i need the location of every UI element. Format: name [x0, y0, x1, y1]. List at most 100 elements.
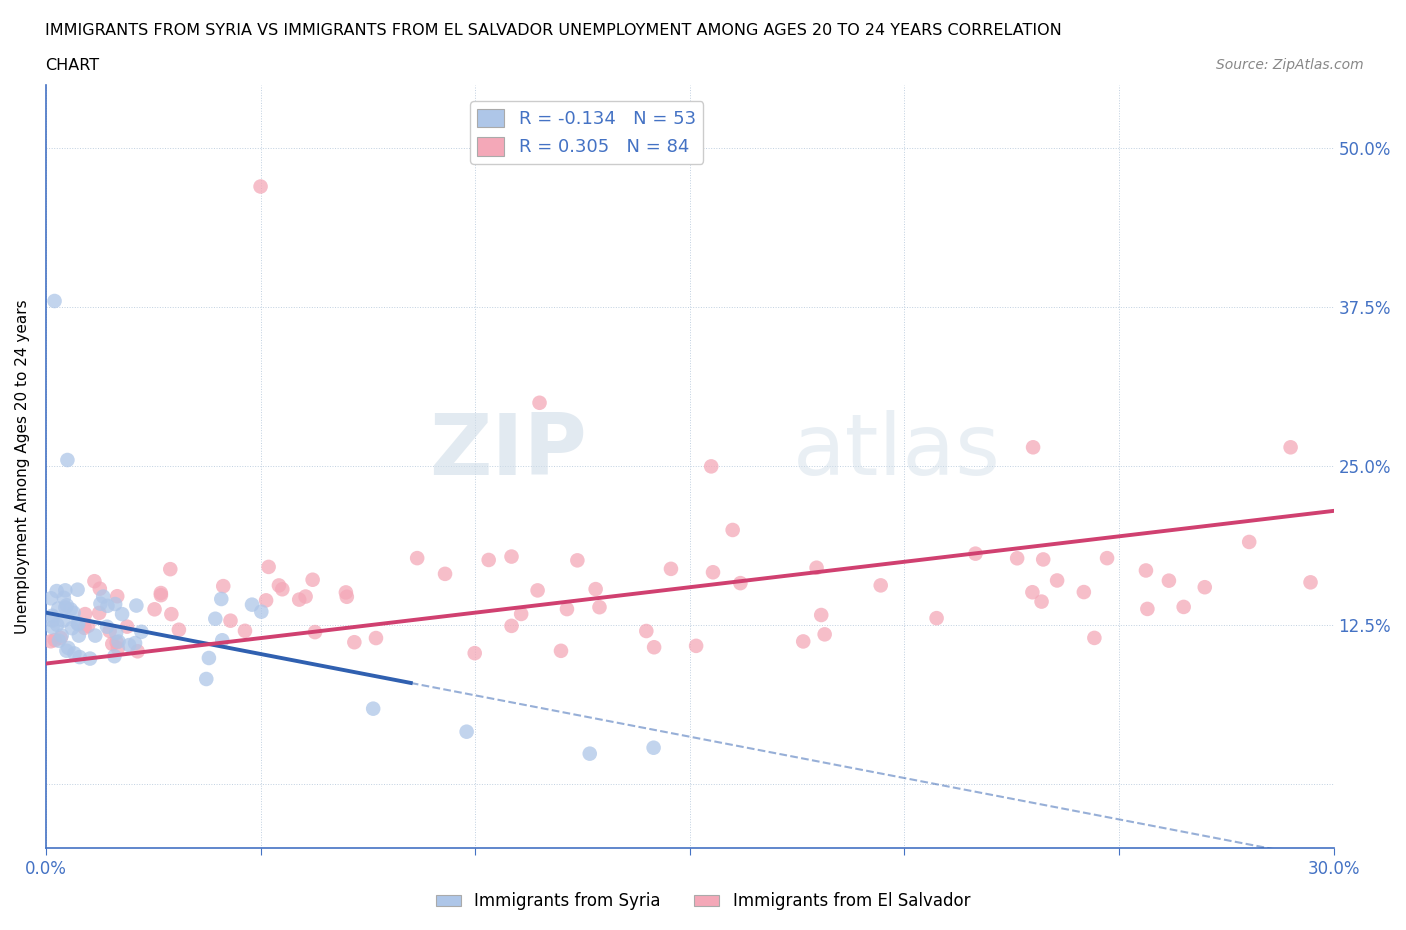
Point: [167, 622, 190, 637]
Point: [267, 578, 290, 593]
Point: [66, 582, 89, 597]
Point: [83, 574, 105, 589]
Point: [77, 618, 100, 633]
Point: [101, 636, 124, 651]
Point: [41, 613, 63, 628]
Point: [869, 578, 891, 592]
Point: [1083, 631, 1105, 645]
Point: [44, 632, 66, 647]
Point: [55, 598, 77, 613]
Point: [115, 619, 138, 634]
Point: [1136, 602, 1159, 617]
Legend: R = -0.134   N = 53, R = 0.305   N = 84: R = -0.134 N = 53, R = 0.305 N = 84: [470, 101, 703, 164]
Point: [56, 453, 79, 468]
Point: [124, 635, 146, 650]
Point: [304, 625, 326, 640]
Point: [53, 600, 76, 615]
Point: [501, 549, 523, 564]
Point: [294, 589, 316, 604]
Text: Source: ZipAtlas.com: Source: ZipAtlas.com: [1216, 58, 1364, 72]
Point: [361, 701, 384, 716]
Point: [965, 546, 987, 561]
Point: [67, 628, 90, 643]
Point: [41, 608, 63, 623]
Point: [212, 578, 235, 593]
Point: [89, 605, 111, 620]
Point: [1021, 585, 1043, 600]
Point: [160, 606, 183, 621]
Point: [73, 620, 96, 635]
Point: [96, 619, 118, 634]
Point: [478, 552, 501, 567]
Point: [810, 607, 832, 622]
Point: [643, 740, 665, 755]
Point: [721, 523, 744, 538]
Point: [1032, 552, 1054, 567]
Point: [343, 635, 366, 650]
Point: [149, 586, 172, 601]
Point: [195, 671, 218, 686]
Point: [59, 602, 82, 617]
Point: [1095, 551, 1118, 565]
Point: [143, 602, 166, 617]
Point: [48, 633, 70, 648]
Point: [84, 628, 107, 643]
Point: [55, 644, 77, 658]
Point: [118, 638, 141, 653]
Point: [456, 724, 478, 739]
Point: [66, 616, 89, 631]
Point: [792, 634, 814, 649]
Point: [149, 588, 172, 603]
Point: [63, 646, 86, 661]
Point: [925, 611, 948, 626]
Legend: Immigrants from Syria, Immigrants from El Salvador: Immigrants from Syria, Immigrants from E…: [429, 885, 977, 917]
Point: [250, 604, 273, 619]
Point: [249, 179, 271, 194]
Point: [1157, 573, 1180, 588]
Point: [46, 618, 69, 632]
Point: [659, 562, 682, 577]
Point: [60, 620, 83, 635]
Point: [107, 634, 129, 649]
Point: [49, 631, 72, 645]
Point: [107, 641, 129, 656]
Point: [98, 623, 121, 638]
Text: IMMIGRANTS FROM SYRIA VS IMMIGRANTS FROM EL SALVADOR UNEMPLOYMENT AMONG AGES 20 : IMMIGRANTS FROM SYRIA VS IMMIGRANTS FROM…: [45, 23, 1062, 38]
Point: [567, 553, 589, 568]
Point: [335, 585, 357, 600]
Point: [46, 601, 69, 616]
Point: [588, 600, 610, 615]
Point: [1299, 575, 1322, 590]
Point: [52, 591, 75, 605]
Point: [105, 589, 128, 604]
Point: [53, 583, 76, 598]
Point: [219, 613, 242, 628]
Point: [69, 650, 91, 665]
Point: [58, 641, 80, 656]
Point: [1073, 585, 1095, 600]
Point: [1279, 440, 1302, 455]
Point: [301, 572, 323, 587]
Point: [585, 581, 607, 596]
Point: [67, 617, 90, 631]
Point: [39, 591, 62, 605]
Point: [636, 624, 658, 639]
Point: [526, 583, 548, 598]
Point: [1046, 573, 1069, 588]
Point: [198, 651, 221, 666]
Point: [464, 645, 486, 660]
Point: [131, 624, 153, 639]
Point: [529, 395, 551, 410]
Point: [578, 746, 600, 761]
Point: [288, 592, 311, 607]
Point: [271, 582, 294, 597]
Point: [1135, 563, 1157, 578]
Point: [814, 627, 837, 642]
Point: [79, 651, 101, 666]
Text: CHART: CHART: [45, 58, 98, 73]
Point: [127, 644, 149, 658]
Point: [51, 628, 73, 643]
Point: [730, 576, 752, 591]
Point: [39, 634, 62, 649]
Point: [41, 620, 63, 635]
